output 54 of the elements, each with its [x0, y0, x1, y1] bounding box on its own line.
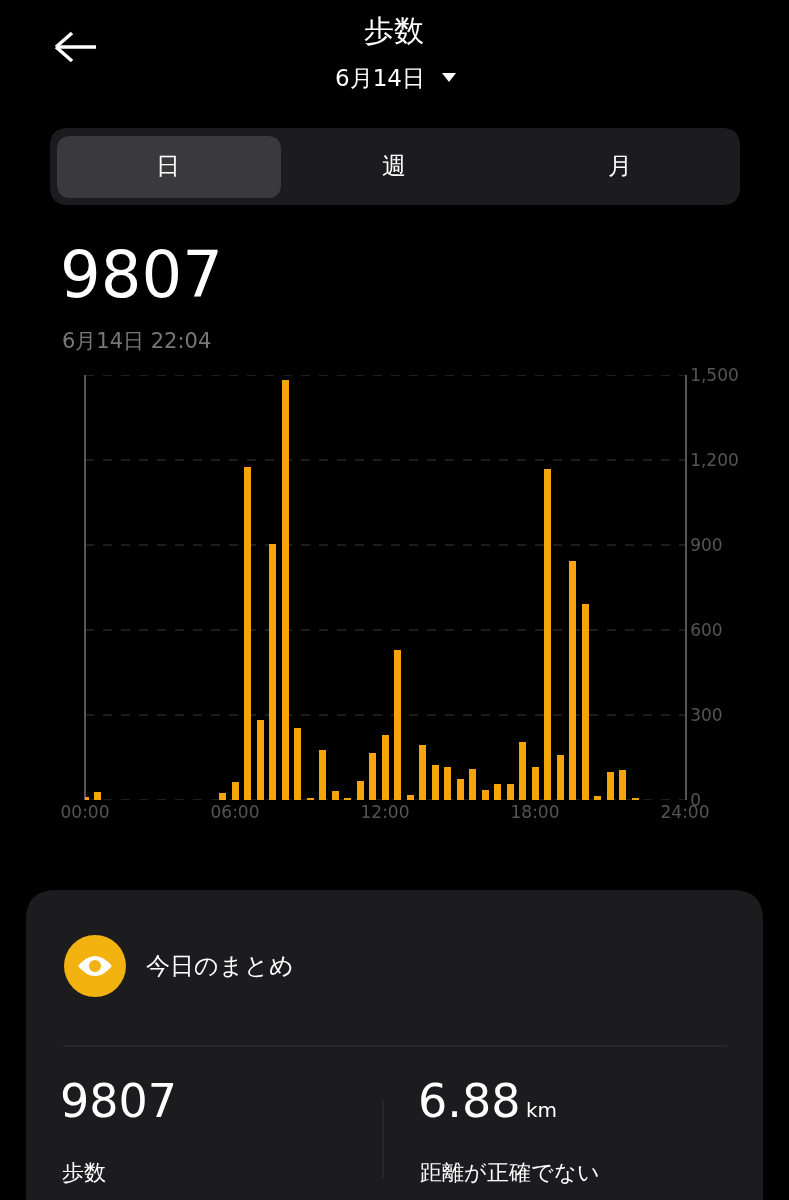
- bar: [507, 784, 514, 800]
- bar: [244, 467, 251, 800]
- x-tick-label: 00:00: [60, 802, 110, 822]
- y-tick-label: 900: [690, 534, 723, 555]
- bar: [357, 781, 364, 800]
- bar: [469, 769, 476, 800]
- text: 週: [382, 152, 406, 180]
- text: 歩数: [62, 1160, 106, 1185]
- bar: [607, 772, 614, 800]
- x-tick-label: 12:00: [360, 802, 410, 822]
- bar: [419, 745, 426, 800]
- bar: [257, 720, 264, 800]
- chart-title: 歩数: [364, 13, 424, 48]
- y-tick-label: 300: [690, 704, 723, 725]
- text: 9807: [60, 238, 223, 312]
- bar: [532, 767, 539, 800]
- bar: [557, 755, 564, 800]
- text: 今日のまとめ: [146, 952, 294, 980]
- bar: [457, 779, 464, 800]
- bar: [619, 770, 626, 800]
- bar: [407, 795, 414, 800]
- text: km: [526, 1098, 558, 1122]
- text: 距離が正確でない: [420, 1160, 600, 1185]
- bar: [232, 782, 239, 800]
- y-tick-label: 1,500: [690, 364, 739, 385]
- bar: [382, 735, 389, 800]
- text: 9807: [60, 1074, 178, 1128]
- text: 月: [608, 152, 632, 180]
- bar: [332, 791, 339, 800]
- bar: [519, 742, 526, 800]
- bar: [494, 784, 501, 800]
- bar: [394, 650, 401, 800]
- text: 日: [156, 152, 180, 180]
- bar: [269, 544, 276, 800]
- bar: [294, 728, 301, 800]
- chart-subtitle: 6月14日: [335, 65, 425, 91]
- bar: [219, 793, 226, 800]
- bar: [369, 753, 376, 800]
- bar: [319, 750, 326, 800]
- y-tick-label: 1,200: [690, 449, 739, 470]
- bar: [482, 790, 489, 800]
- bar: [432, 765, 439, 800]
- bar: [594, 796, 601, 800]
- x-tick-label: 18:00: [510, 802, 560, 822]
- y-tick-label: 600: [690, 619, 723, 640]
- x-tick-label: 06:00: [210, 802, 260, 822]
- bar: [444, 767, 451, 800]
- text: 6.88: [418, 1074, 521, 1128]
- bar: [544, 469, 551, 800]
- bar: [569, 561, 576, 800]
- bar: [582, 604, 589, 800]
- text: 6月14日 22:04: [62, 329, 212, 353]
- bar: [94, 792, 101, 800]
- bar: [282, 380, 289, 800]
